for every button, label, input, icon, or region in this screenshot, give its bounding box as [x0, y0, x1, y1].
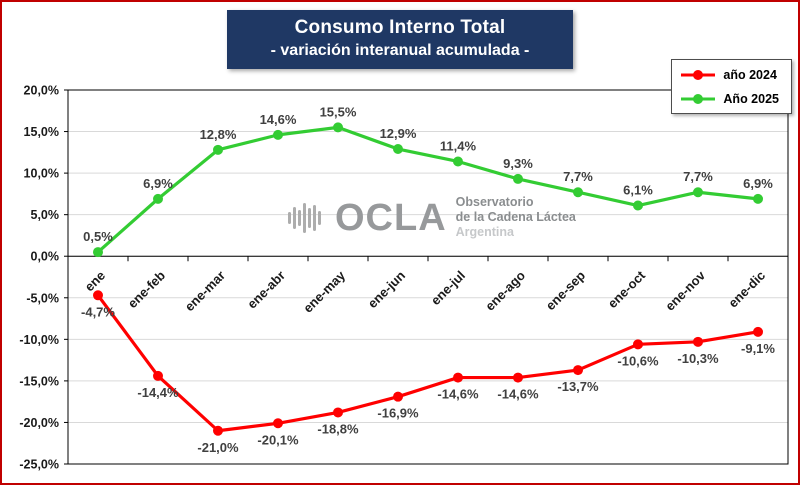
legend-item-2025: Año 2025 [680, 87, 779, 110]
chart-subtitle: - variación interanual acumulada - [270, 42, 530, 59]
data-label: 7,7% [563, 169, 593, 184]
data-label: -14,6% [437, 387, 479, 402]
y-tick-label: 10,0% [24, 167, 59, 181]
data-point-marker [513, 372, 523, 383]
data-label: 6,9% [743, 176, 773, 191]
data-label: -13,7% [557, 379, 599, 394]
data-point-marker [573, 365, 583, 376]
ocla-watermark: OCLA Observatorio de la Cadena Láctea Ar… [288, 195, 576, 240]
data-label: 9,3% [503, 156, 533, 171]
data-point-marker [213, 425, 223, 436]
series-line [96, 293, 760, 433]
y-tick-label: 0,0% [31, 250, 60, 264]
data-point-marker [633, 339, 643, 350]
data-point-marker [93, 247, 103, 258]
data-point-marker [333, 122, 343, 133]
data-point-marker [693, 187, 703, 198]
ocla-org-line2: de la Cadena Láctea [455, 210, 576, 224]
data-label: -18,8% [317, 421, 359, 436]
y-tick-label: -10,0% [19, 333, 59, 347]
plot-area [68, 90, 788, 464]
data-point-marker [153, 370, 163, 381]
y-tick-label: 15,0% [24, 125, 59, 139]
ocla-org-text: Observatorio de la Cadena Láctea Argenti… [456, 195, 576, 240]
y-tick-label: -5,0% [26, 291, 59, 305]
data-point-marker [273, 418, 283, 429]
data-point-marker [573, 187, 583, 198]
ocla-org-line1: Observatorio [455, 195, 534, 209]
data-point-marker [213, 144, 223, 155]
legend-marker-2025-icon [681, 93, 716, 104]
series-año-2025: 0,5% 6,9% 12,8% 14,6% 15,5% 12,9% 11,4% 9,3% 7,7… [83, 104, 773, 258]
y-tick-label: 20,0% [24, 84, 59, 98]
data-point-marker [753, 326, 763, 337]
legend-label-2024: año 2024 [723, 67, 777, 82]
data-label: -4,7% [81, 304, 115, 319]
data-label: -14,4% [137, 385, 179, 400]
data-point-marker [453, 372, 463, 383]
data-point-marker [633, 200, 643, 211]
data-point-marker [393, 144, 403, 155]
data-point-marker [513, 173, 523, 184]
data-label: -21,0% [197, 440, 239, 455]
y-tick-label: -20,0% [19, 416, 59, 430]
ocla-brand-text: OCLA [335, 196, 447, 239]
ocla-waveform-icon [288, 202, 321, 233]
series-line [96, 125, 760, 254]
data-label: 6,1% [623, 183, 653, 198]
data-label: -20,1% [257, 432, 299, 447]
y-tick-label: 5,0% [31, 208, 60, 222]
data-point-marker [153, 193, 163, 204]
data-label: 12,9% [380, 126, 417, 141]
y-tick-label: -25,0% [19, 458, 59, 472]
data-point-marker [93, 290, 103, 301]
series-año-2024: -4,7% -14,4% -21,0% -20,1% -18,8% -16,9% -14,6… [81, 290, 775, 455]
data-label: 7,7% [683, 169, 713, 184]
chart-title-box: Consumo Interno Total - variación intera… [227, 10, 573, 69]
data-label: 12,8% [200, 127, 237, 142]
plot-border [67, 89, 789, 465]
legend-label-2025: Año 2025 [723, 91, 779, 106]
data-label: 14,6% [260, 112, 297, 127]
data-label: -14,6% [497, 387, 539, 402]
data-point-marker [453, 156, 463, 167]
data-point-marker [273, 129, 283, 140]
y-tick-label: -15,0% [19, 374, 59, 388]
data-label: 6,9% [143, 176, 173, 191]
data-point-marker [693, 336, 703, 347]
data-label: -9,1% [741, 341, 775, 356]
data-point-marker [753, 193, 763, 204]
chart-title: Consumo Interno Total [294, 17, 506, 38]
data-point-marker [333, 407, 343, 418]
ocla-org-line3: Argentina [455, 225, 514, 239]
data-label: 15,5% [320, 104, 357, 119]
data-label: 0,5% [83, 229, 113, 244]
legend-marker-2024-icon [681, 69, 716, 80]
data-label: 11,4% [440, 138, 477, 153]
data-label: -16,9% [377, 406, 419, 421]
legend-item-2024: año 2024 [680, 63, 779, 86]
chart-legend: año 2024 Año 2025 [671, 59, 792, 114]
data-label: -10,3% [677, 351, 719, 366]
data-point-marker [393, 391, 403, 402]
data-label: -10,6% [617, 353, 659, 368]
